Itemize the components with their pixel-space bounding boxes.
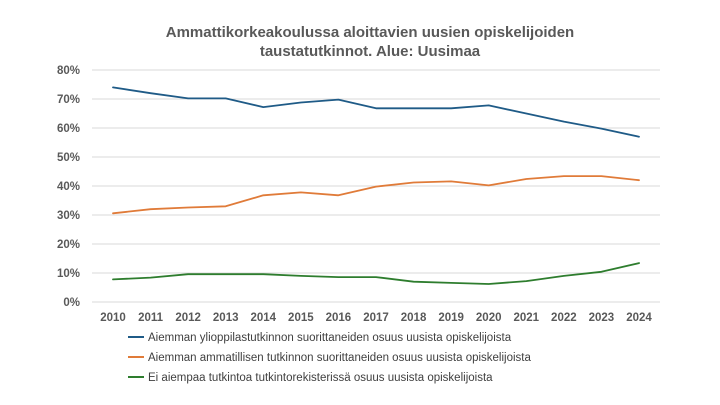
legend-label-1: Aiemman ylioppilastutkinnon suorittaneid… (148, 332, 512, 344)
legend-label-2: Aiemman ammatillisen tutkinnon suorittan… (148, 352, 531, 364)
x-tick-label: 2023 (589, 312, 615, 324)
series-line-2 (112, 175, 640, 215)
x-tick-label: 2019 (438, 312, 464, 324)
x-tick-label: 2022 (551, 312, 577, 324)
y-axis-ticks: 0% 10% 20% 30% 40% 50% 60% 70% 80% (57, 65, 80, 309)
y-tick-label: 30% (57, 210, 80, 222)
x-tick-label: 2013 (213, 312, 239, 324)
y-tick-label: 70% (57, 94, 80, 106)
legend: Aiemman ylioppilastutkinnon suorittaneid… (128, 332, 531, 384)
y-tick-label: 10% (57, 268, 80, 280)
series-line-1 (112, 86, 640, 138)
x-tick-label: 2016 (326, 312, 352, 324)
x-tick-label: 2017 (363, 312, 389, 324)
x-tick-label: 2018 (401, 312, 427, 324)
legend-label-3: Ei aiempaa tutkintoa tutkintorekisteriss… (148, 372, 493, 384)
x-tick-label: 2012 (175, 312, 201, 324)
y-tick-label: 0% (63, 297, 80, 309)
y-tick-label: 80% (57, 65, 80, 77)
x-tick-label: 2010 (100, 312, 126, 324)
y-tick-label: 40% (57, 181, 80, 193)
x-tick-label: 2021 (513, 312, 539, 324)
x-axis-ticks: 2010 2011 2012 2013 2014 2015 2016 2017 2018 2019… (100, 312, 652, 324)
y-tick-label: 20% (57, 239, 80, 251)
x-tick-label: 2011 (138, 312, 164, 324)
y-tick-label: 50% (57, 152, 80, 164)
chart-title-line-1: Ammattikorkeakoulussa aloittavien uusien… (166, 24, 574, 41)
series-lines (112, 86, 640, 285)
x-tick-label: 2020 (476, 312, 502, 324)
series-line-3 (112, 262, 640, 285)
y-tick-label: 60% (57, 123, 80, 135)
chart-title-line-2: taustatutkinnot. Alue: Uusimaa (260, 43, 481, 60)
x-tick-label: 2014 (250, 312, 276, 324)
x-tick-label: 2024 (626, 312, 652, 324)
x-tick-label: 2015 (288, 312, 314, 324)
